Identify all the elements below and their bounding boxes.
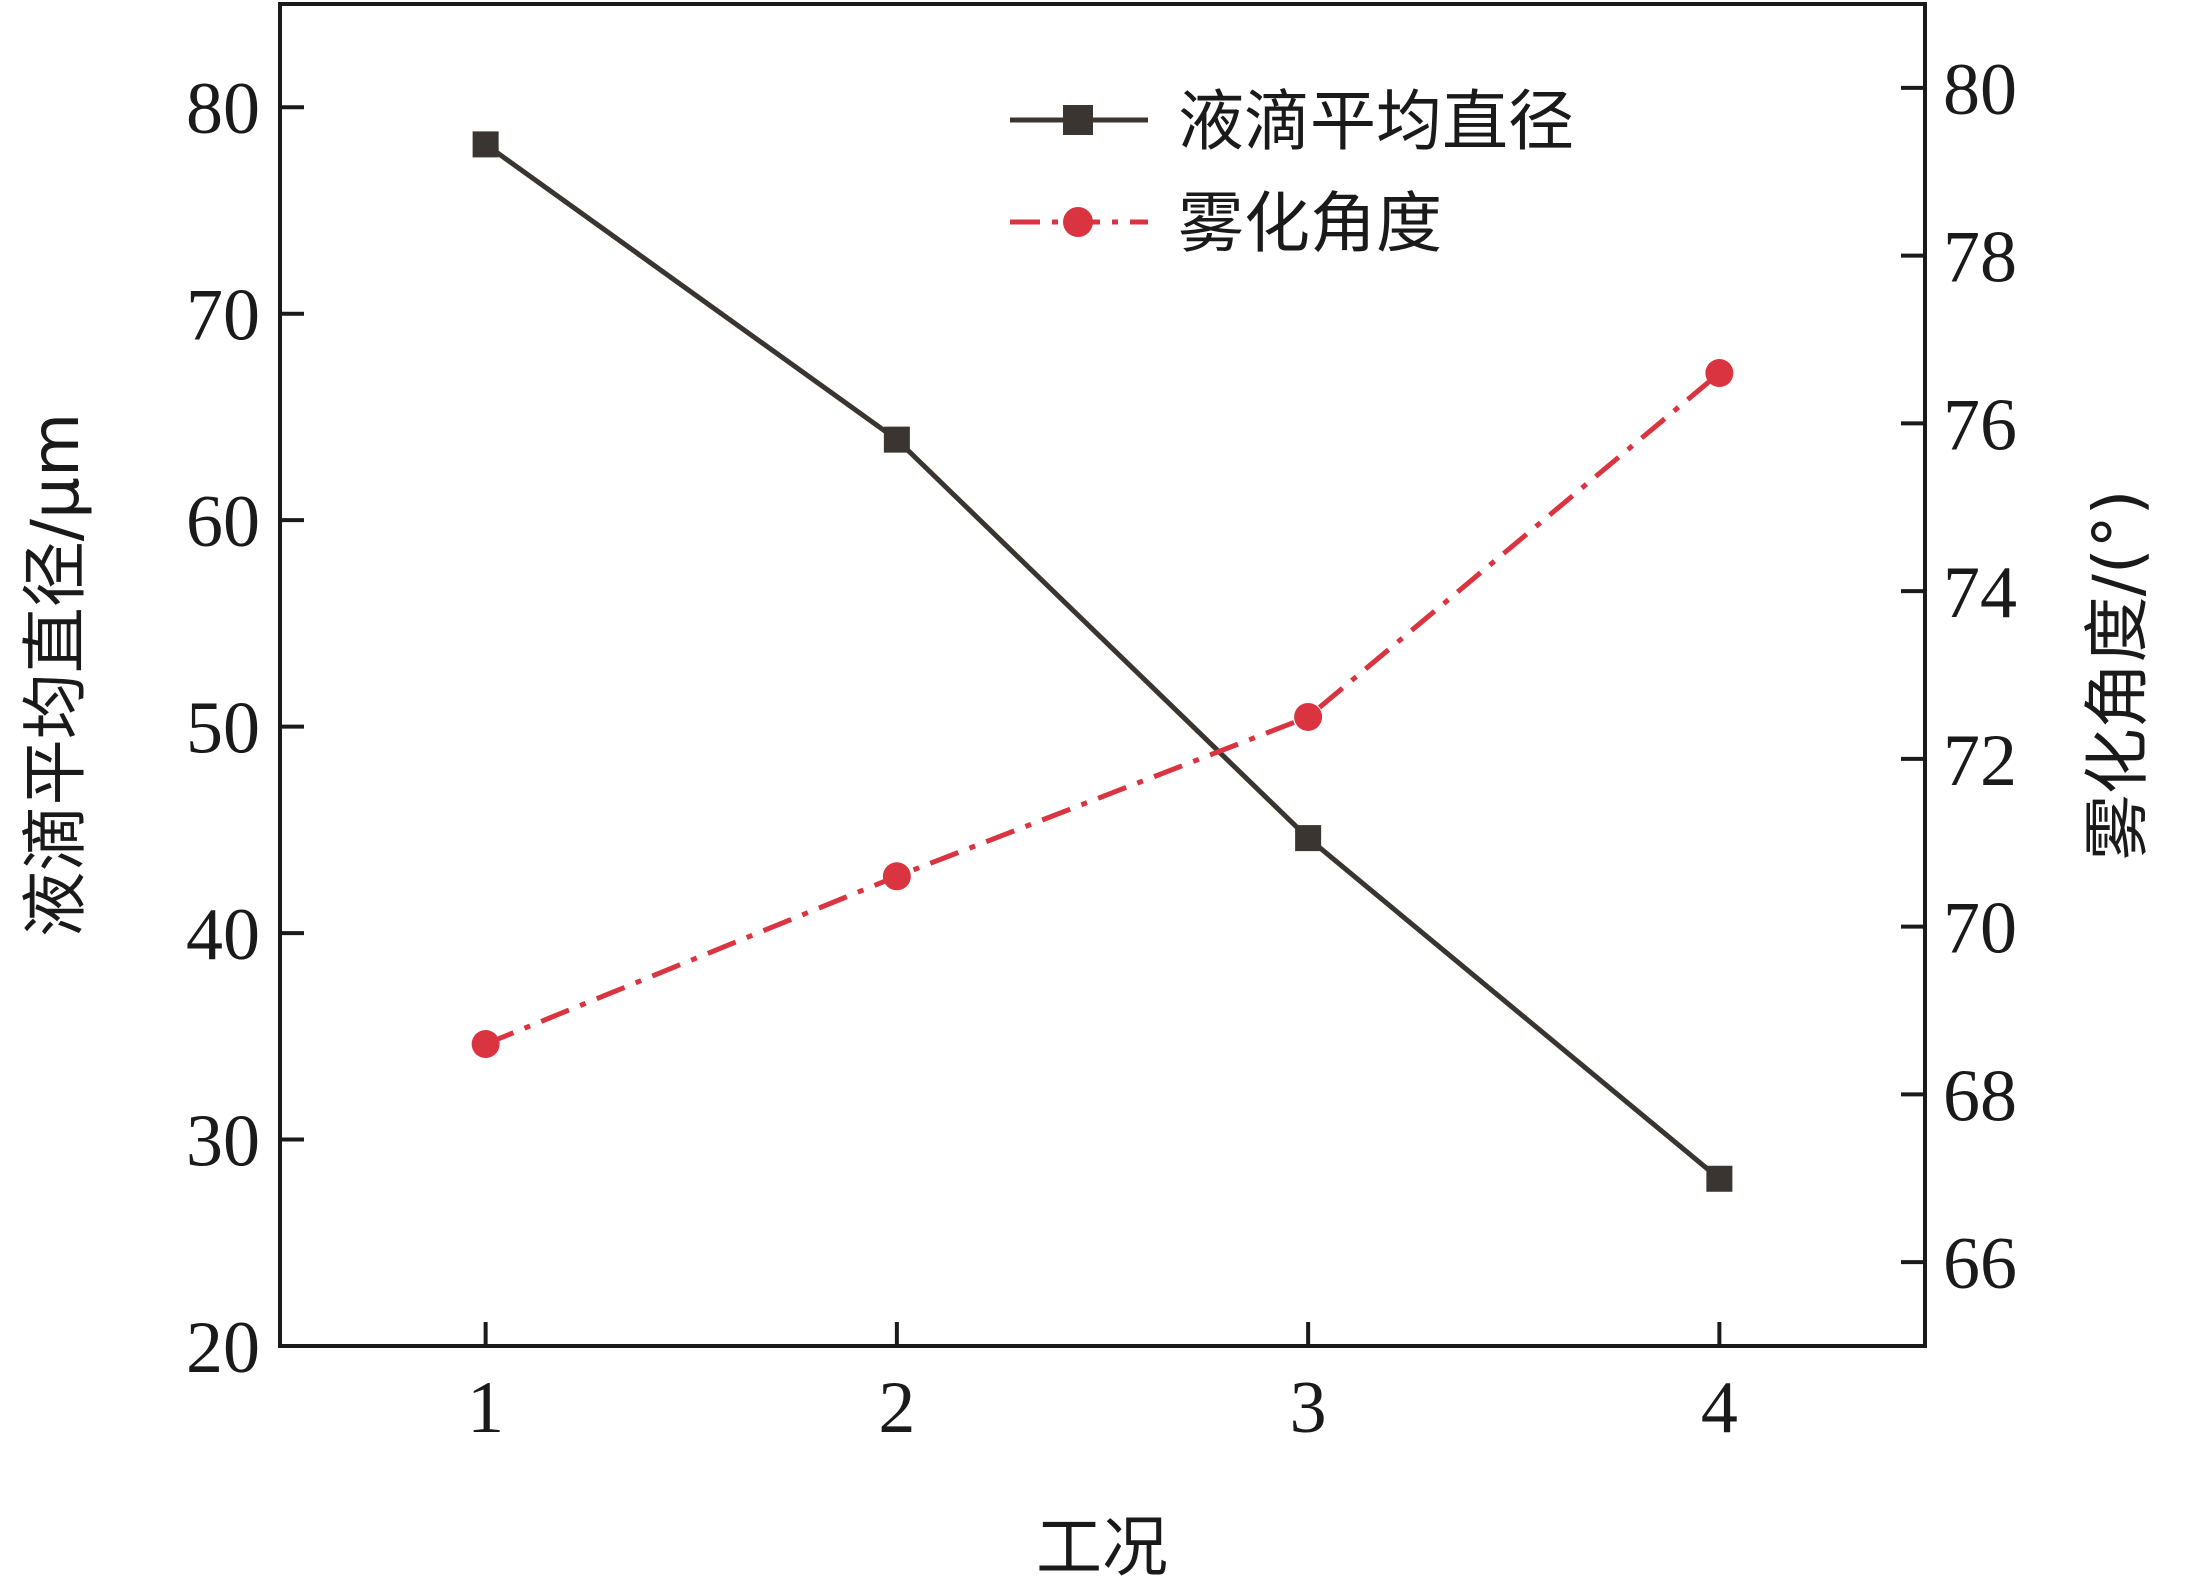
- series-lines: [484, 142, 1721, 1181]
- y-right-ticks: 66 68 70 72 74 76 78 80: [1901, 49, 2017, 1305]
- x-ticks: 1 2 3 4: [467, 1322, 1738, 1449]
- y-left-axis-title: 液滴平均直径/μm: [17, 413, 94, 938]
- y-right-tick-label: 76: [1943, 384, 2017, 466]
- y-right-tick-label: 66: [1943, 1223, 2017, 1305]
- y-right-axis-title: 雾化角度/(°): [2079, 490, 2156, 861]
- y-left-tick-label: 70: [186, 275, 260, 357]
- y-right-tick-label: 68: [1943, 1055, 2017, 1137]
- x-tick-label: 3: [1290, 1367, 1327, 1449]
- y-left-tick-label: 60: [186, 481, 260, 563]
- series-line-2: [484, 371, 1721, 1047]
- y-left-tick-label: 50: [186, 688, 260, 770]
- x-axis-title: 工况: [1036, 1509, 1168, 1586]
- data-point-square: [883, 426, 910, 453]
- data-point-circle: [882, 862, 911, 891]
- data-point-circle: [1705, 359, 1734, 388]
- legend-label-angle: 雾化角度: [1178, 185, 1442, 262]
- legend: 液滴平均直径 雾化角度: [1010, 83, 1574, 262]
- data-point-square: [1706, 1165, 1733, 1192]
- legend-label-diameter: 液滴平均直径: [1178, 83, 1574, 160]
- x-tick-label: 1: [467, 1367, 504, 1449]
- legend-marker-square: [1063, 105, 1093, 135]
- y-right-tick-label: 70: [1943, 888, 2017, 970]
- data-point-circle: [1294, 702, 1323, 731]
- y-left-tick-label: 30: [186, 1101, 260, 1183]
- series-markers: [471, 131, 1734, 1192]
- plot-frame: [278, 2, 1927, 1348]
- legend-marker-circle: [1063, 207, 1093, 237]
- data-point-square: [472, 131, 499, 158]
- x-tick-label: 2: [878, 1367, 915, 1449]
- y-left-tick-label: 40: [186, 894, 260, 976]
- series-line-1: [484, 142, 1721, 1181]
- y-right-tick-label: 80: [1943, 49, 2017, 131]
- data-point-square: [1295, 825, 1322, 852]
- y-right-tick-label: 78: [1943, 217, 2017, 299]
- y-left-tick-label: 80: [186, 68, 260, 150]
- y-left-ticks: 20 30 40 50 60 70 80: [186, 68, 304, 1389]
- y-right-tick-label: 74: [1943, 552, 2017, 634]
- x-tick-label: 4: [1701, 1367, 1738, 1449]
- y-right-tick-label: 72: [1943, 720, 2017, 802]
- data-point-circle: [471, 1030, 500, 1059]
- y-left-tick-label: 20: [186, 1307, 260, 1389]
